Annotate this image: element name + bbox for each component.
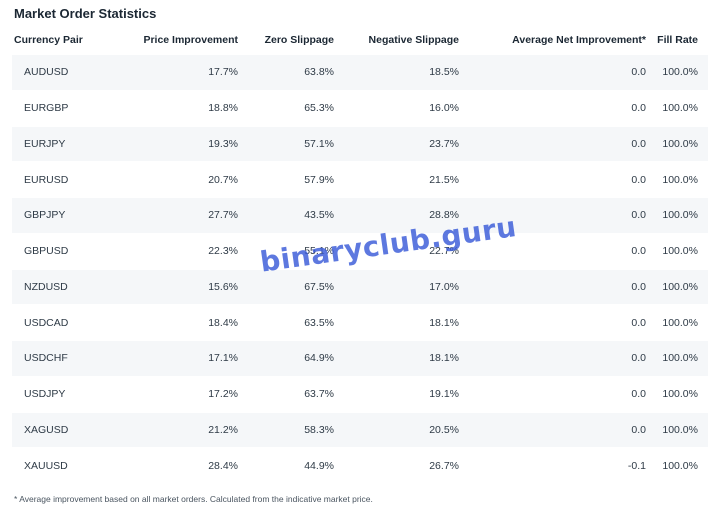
- column-header-fill-rate: Fill Rate: [657, 34, 698, 46]
- cell-currency-pair: EURUSD: [12, 161, 130, 198]
- cell-price-improvement: 17.2%: [130, 376, 248, 413]
- cell-price-improvement: 28.4%: [130, 447, 248, 484]
- cell-fill-rate: 100.0%: [656, 447, 708, 484]
- cell-zero-slippage: 55.1%: [248, 233, 344, 270]
- cell-currency-pair: USDCHF: [12, 340, 130, 377]
- column-header-currency-pair: Currency Pair: [14, 34, 83, 46]
- table-header-row: Currency Pair Price Improvement Zero Sli…: [12, 25, 708, 55]
- cell-average-net-improvement: 0.0: [469, 269, 656, 306]
- cell-currency-pair: XAUUSD: [12, 447, 130, 484]
- cell-currency-pair: AUDUSD: [12, 55, 130, 91]
- cell-fill-rate: 100.0%: [656, 233, 708, 270]
- cell-fill-rate: 100.0%: [656, 126, 708, 163]
- cell-price-improvement: 18.8%: [130, 90, 248, 127]
- table-row: EURGBP 18.8% 65.3% 16.0% 0.0 100.0%: [12, 90, 708, 127]
- cell-negative-slippage: 21.5%: [344, 161, 469, 198]
- table-row: EURUSD 20.7% 57.9% 21.5% 0.0 100.0%: [12, 161, 708, 198]
- cell-average-net-improvement: 0.0: [469, 412, 656, 449]
- cell-zero-slippage: 57.9%: [248, 161, 344, 198]
- cell-price-improvement: 21.2%: [130, 412, 248, 449]
- cell-average-net-improvement: 0.0: [469, 233, 656, 270]
- cell-zero-slippage: 67.5%: [248, 269, 344, 306]
- cell-price-improvement: 27.7%: [130, 197, 248, 234]
- table-body: AUDUSD 17.7% 63.8% 18.5% 0.0 100.0% EURGBP 18.8…: [12, 55, 708, 484]
- cell-fill-rate: 100.0%: [656, 376, 708, 413]
- cell-currency-pair: NZDUSD: [12, 269, 130, 306]
- cell-fill-rate: 100.0%: [656, 161, 708, 198]
- statistics-table: Currency Pair Price Improvement Zero Sli…: [12, 25, 708, 484]
- table-row: XAUUSD 28.4% 44.9% 26.7% -0.1 100.0%: [12, 447, 708, 484]
- column-header-price-improvement: Price Improvement: [143, 34, 238, 46]
- table-row: GBPJPY 27.7% 43.5% 28.8% 0.0 100.0%: [12, 197, 708, 234]
- cell-fill-rate: 100.0%: [656, 197, 708, 234]
- cell-currency-pair: GBPJPY: [12, 197, 130, 234]
- column-header-zero-slippage: Zero Slippage: [264, 34, 334, 46]
- cell-zero-slippage: 63.8%: [248, 55, 344, 91]
- cell-price-improvement: 15.6%: [130, 269, 248, 306]
- column-header-negative-slippage: Negative Slippage: [368, 34, 459, 46]
- cell-currency-pair: GBPUSD: [12, 233, 130, 270]
- cell-price-improvement: 20.7%: [130, 161, 248, 198]
- cell-fill-rate: 100.0%: [656, 412, 708, 449]
- cell-fill-rate: 100.0%: [656, 269, 708, 306]
- cell-average-net-improvement: 0.0: [469, 376, 656, 413]
- cell-negative-slippage: 18.1%: [344, 340, 469, 377]
- cell-price-improvement: 22.3%: [130, 233, 248, 270]
- cell-zero-slippage: 63.7%: [248, 376, 344, 413]
- cell-price-improvement: 19.3%: [130, 126, 248, 163]
- cell-price-improvement: 17.7%: [130, 55, 248, 91]
- cell-zero-slippage: 64.9%: [248, 340, 344, 377]
- cell-zero-slippage: 63.5%: [248, 304, 344, 341]
- page-title: Market Order Statistics: [14, 6, 157, 21]
- cell-negative-slippage: 19.1%: [344, 376, 469, 413]
- cell-negative-slippage: 18.5%: [344, 55, 469, 91]
- cell-average-net-improvement: 0.0: [469, 304, 656, 341]
- column-header-average-net-improvement: Average Net Improvement*: [512, 34, 646, 46]
- cell-average-net-improvement: 0.0: [469, 90, 656, 127]
- cell-negative-slippage: 20.5%: [344, 412, 469, 449]
- cell-average-net-improvement: 0.0: [469, 161, 656, 198]
- cell-currency-pair: EURGBP: [12, 90, 130, 127]
- cell-fill-rate: 100.0%: [656, 90, 708, 127]
- cell-zero-slippage: 57.1%: [248, 126, 344, 163]
- cell-negative-slippage: 22.7%: [344, 233, 469, 270]
- cell-currency-pair: USDJPY: [12, 376, 130, 413]
- cell-currency-pair: EURJPY: [12, 126, 130, 163]
- cell-average-net-improvement: 0.0: [469, 126, 656, 163]
- cell-fill-rate: 100.0%: [656, 340, 708, 377]
- cell-negative-slippage: 18.1%: [344, 304, 469, 341]
- table-row: USDJPY 17.2% 63.7% 19.1% 0.0 100.0%: [12, 376, 708, 413]
- cell-negative-slippage: 28.8%: [344, 197, 469, 234]
- cell-zero-slippage: 58.3%: [248, 412, 344, 449]
- cell-zero-slippage: 44.9%: [248, 447, 344, 484]
- cell-negative-slippage: 23.7%: [344, 126, 469, 163]
- cell-price-improvement: 18.4%: [130, 304, 248, 341]
- cell-zero-slippage: 65.3%: [248, 90, 344, 127]
- cell-average-net-improvement: 0.0: [469, 340, 656, 377]
- table-row: XAGUSD 21.2% 58.3% 20.5% 0.0 100.0%: [12, 412, 708, 449]
- cell-average-net-improvement: 0.0: [469, 197, 656, 234]
- table-row: GBPUSD 22.3% 55.1% 22.7% 0.0 100.0%: [12, 233, 708, 270]
- cell-fill-rate: 100.0%: [656, 55, 708, 91]
- table-row: AUDUSD 17.7% 63.8% 18.5% 0.0 100.0%: [12, 55, 708, 91]
- cell-average-net-improvement: -0.1: [469, 447, 656, 484]
- cell-negative-slippage: 26.7%: [344, 447, 469, 484]
- cell-negative-slippage: 16.0%: [344, 90, 469, 127]
- table-row: NZDUSD 15.6% 67.5% 17.0% 0.0 100.0%: [12, 269, 708, 306]
- cell-fill-rate: 100.0%: [656, 304, 708, 341]
- table-row: EURJPY 19.3% 57.1% 23.7% 0.0 100.0%: [12, 126, 708, 163]
- cell-average-net-improvement: 0.0: [469, 55, 656, 91]
- cell-price-improvement: 17.1%: [130, 340, 248, 377]
- cell-currency-pair: XAGUSD: [12, 412, 130, 449]
- footnote: * Average improvement based on all marke…: [14, 494, 373, 504]
- table-row: USDCAD 18.4% 63.5% 18.1% 0.0 100.0%: [12, 304, 708, 341]
- cell-negative-slippage: 17.0%: [344, 269, 469, 306]
- cell-zero-slippage: 43.5%: [248, 197, 344, 234]
- cell-currency-pair: USDCAD: [12, 304, 130, 341]
- table-row: USDCHF 17.1% 64.9% 18.1% 0.0 100.0%: [12, 340, 708, 377]
